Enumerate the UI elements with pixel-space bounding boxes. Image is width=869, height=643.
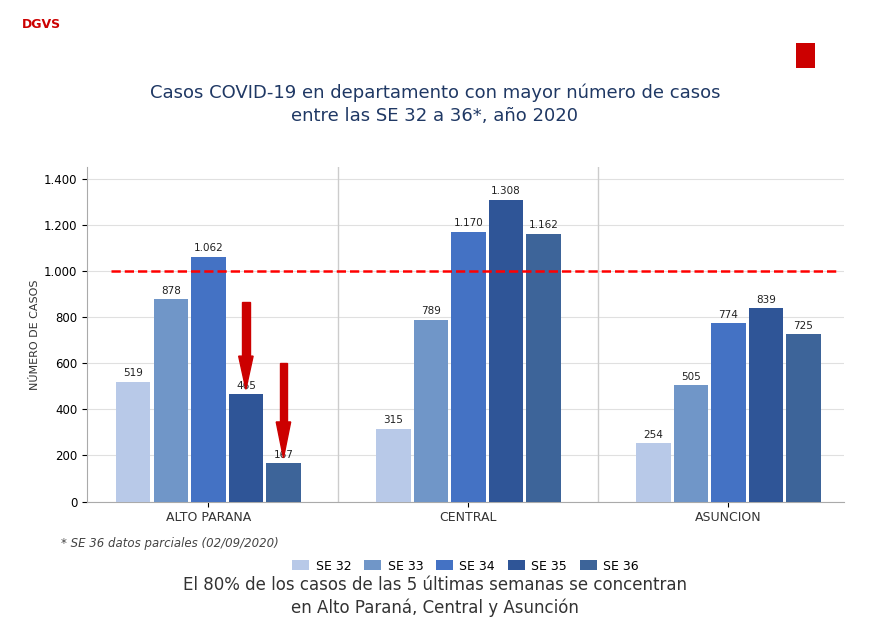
Bar — [229, 394, 262, 502]
Bar — [710, 323, 745, 502]
Polygon shape — [280, 363, 287, 422]
Text: 519: 519 — [123, 368, 143, 378]
Bar — [450, 231, 485, 502]
Bar — [635, 443, 670, 502]
Text: 725: 725 — [793, 321, 813, 331]
Text: El 80% de los casos de las 5 últimas semanas se concentran: El 80% de los casos de las 5 últimas sem… — [182, 576, 687, 594]
Bar — [375, 429, 410, 502]
Text: 878: 878 — [161, 285, 181, 296]
Bar — [526, 233, 561, 502]
Polygon shape — [238, 356, 253, 389]
Text: 1.170: 1.170 — [453, 218, 482, 228]
Text: 839: 839 — [755, 294, 775, 305]
Text: Casos COVID-19 en departamento con mayor número de casos: Casos COVID-19 en departamento con mayor… — [149, 84, 720, 102]
Text: 315: 315 — [383, 415, 402, 426]
Text: 774: 774 — [718, 309, 738, 320]
Text: 1.062: 1.062 — [193, 243, 223, 253]
Text: 1.162: 1.162 — [527, 220, 558, 230]
Legend: SE 32, SE 33, SE 34, SE 35, SE 36: SE 32, SE 33, SE 34, SE 35, SE 36 — [287, 555, 643, 577]
Polygon shape — [276, 422, 290, 458]
Bar — [413, 320, 448, 502]
Text: en Alto Paraná, Central y Asunción: en Alto Paraná, Central y Asunción — [291, 599, 578, 617]
Polygon shape — [242, 302, 249, 356]
Bar — [191, 257, 225, 502]
Text: 167: 167 — [273, 449, 293, 460]
Text: DGVS: DGVS — [22, 18, 61, 31]
Text: entre las SE 32 a 36*, año 2020: entre las SE 32 a 36*, año 2020 — [291, 107, 578, 125]
Y-axis label: NÚMERO DE CASOS: NÚMERO DE CASOS — [30, 279, 40, 390]
Bar — [786, 334, 819, 502]
Bar — [116, 382, 150, 502]
Text: 1.308: 1.308 — [490, 186, 521, 197]
Text: 465: 465 — [235, 381, 255, 391]
Bar — [673, 385, 707, 502]
Bar — [266, 463, 301, 502]
Bar — [747, 308, 782, 502]
Text: 254: 254 — [642, 430, 662, 440]
Text: 505: 505 — [680, 372, 700, 382]
Text: 789: 789 — [421, 306, 441, 316]
Text: * SE 36 datos parciales (02/09/2020): * SE 36 datos parciales (02/09/2020) — [61, 537, 278, 550]
Bar — [488, 200, 522, 502]
Bar — [153, 299, 188, 502]
